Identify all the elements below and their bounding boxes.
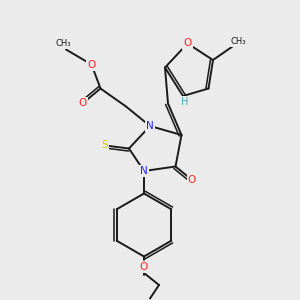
Text: O: O (78, 98, 87, 109)
Text: N: N (146, 121, 154, 131)
Text: O: O (140, 262, 148, 272)
Text: CH₃: CH₃ (231, 38, 246, 46)
Text: O: O (183, 38, 192, 49)
Text: O: O (87, 59, 96, 70)
Text: O: O (188, 175, 196, 185)
Text: N: N (140, 166, 148, 176)
Text: CH₃: CH₃ (55, 39, 71, 48)
Text: S: S (102, 140, 108, 151)
Text: H: H (181, 97, 188, 107)
